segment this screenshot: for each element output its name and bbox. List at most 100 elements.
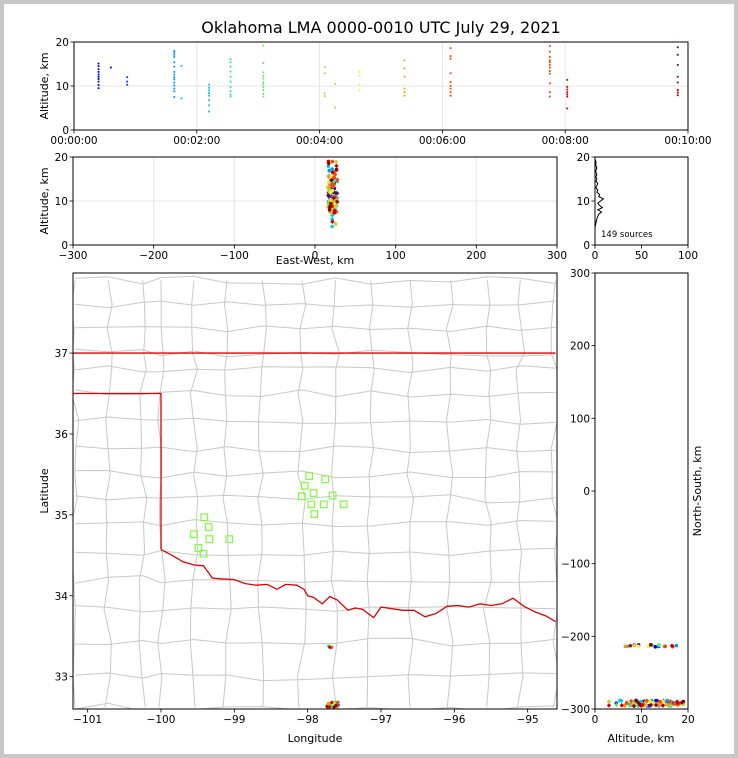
county-line (75, 637, 556, 647)
north-south-point (674, 643, 679, 648)
altitude-time-point (323, 66, 326, 68)
lma-station-marker (339, 500, 348, 509)
east-west-point (333, 159, 339, 164)
east-west-point (335, 177, 340, 182)
altitude-time-point (334, 106, 336, 109)
north-south-point (632, 643, 637, 648)
altitude-time-point (208, 89, 210, 92)
altitude-time-point (173, 61, 176, 64)
county-line (75, 575, 556, 584)
east-west-point (332, 208, 337, 213)
longitude-xlabel: Longitude (288, 732, 343, 745)
altitude-ew-axis-tick-label: 10 (55, 196, 68, 208)
north-south-point (665, 702, 671, 708)
east-west-point (330, 182, 334, 186)
state-border (73, 352, 556, 623)
altitude-time-point (208, 99, 210, 101)
altitude-time-point (449, 72, 452, 75)
altitude-time-point (229, 61, 232, 64)
east-west-axis-tick-label: 0 (312, 250, 319, 262)
altitude-ew-axis-tick-label: 0 (61, 240, 68, 252)
altitude-time-point (323, 92, 326, 95)
figure-title: Oklahoma LMA 0000-0010 UTC July 29, 2021 (201, 18, 560, 37)
north-south-point (614, 702, 619, 708)
time-axis-tick-label: 00:10:00 (664, 135, 711, 147)
lma-station-marker (300, 481, 309, 490)
north-south-point (619, 703, 624, 708)
altitude-time-point (676, 46, 679, 49)
county-line (75, 519, 556, 528)
altitude-time-point (566, 91, 569, 94)
altitude-time-point (449, 47, 452, 50)
altitude-time-point (97, 87, 100, 90)
north-south-point (623, 703, 627, 708)
altitude-time-point (262, 44, 265, 47)
north-south-point (606, 703, 612, 708)
altitude-time-point (548, 91, 551, 94)
plan-view-map-panel: −101 −100 −99 −98 −97 −96 −95 33 34 35 36 37 Longit… (38, 272, 558, 745)
source-point (325, 705, 329, 709)
source-count-label: 149 sources (601, 230, 653, 240)
east-west-point (330, 166, 335, 172)
altitude-time-point (229, 95, 232, 98)
altitude-time-point (548, 50, 551, 53)
altitude-time-point (262, 89, 265, 91)
east-west-point (326, 193, 331, 198)
county-line (515, 280, 526, 708)
county-lines (73, 275, 557, 709)
altitude-time-point (173, 71, 176, 73)
north-south-point (607, 699, 611, 704)
altitude-time-point (403, 94, 406, 97)
altitude-time-point (566, 93, 569, 96)
figure-canvas: Oklahoma LMA 0000-0010 UTC July 29, 2021… (4, 4, 734, 754)
lma-station-marker (199, 549, 208, 558)
altitude-time-point (676, 94, 679, 97)
altitude-time-point (449, 87, 452, 90)
east-west-point (333, 222, 338, 226)
county-line (366, 280, 375, 708)
altitude-time-point (548, 82, 551, 85)
altitude-histogram-line (594, 157, 605, 228)
altitude-time-point (97, 78, 100, 80)
lma-station-marker (305, 472, 314, 480)
north-south-point (631, 703, 637, 709)
altitude-time-point (548, 45, 551, 47)
altitude-time-point (208, 83, 210, 86)
latitude-ylabel: Latitude (38, 468, 51, 514)
altitude-time-point (126, 83, 129, 86)
state-border-red-river (160, 549, 556, 623)
county-line (138, 280, 148, 708)
north-south-point (640, 703, 645, 707)
east-west-point (327, 204, 333, 209)
altitude-time-point (97, 73, 100, 76)
north-south-point (668, 699, 673, 704)
altitude-time-point (173, 53, 176, 56)
north-south-axis-tick-label: −100 (561, 559, 590, 571)
longitude-tick-label: −95 (517, 714, 539, 726)
altitude-time-point (180, 64, 183, 67)
altitude-time-point (208, 104, 210, 107)
county-line (483, 280, 492, 708)
altitude-time-point (566, 107, 569, 110)
altitude-time-point (126, 76, 129, 79)
east-west-point (335, 200, 339, 204)
time-axis-tick-label: 00:04:00 (296, 135, 343, 147)
county-line (75, 469, 556, 479)
altitude-time-point (323, 72, 326, 75)
source-point (330, 700, 334, 704)
altitude-time-point (173, 56, 176, 58)
histogram-altitude-axis-tick-label: 0 (583, 240, 590, 252)
altitude-time-point (173, 65, 176, 68)
source-point (327, 705, 331, 709)
altitude-time-point (323, 95, 326, 98)
east-west-point (326, 180, 331, 184)
east-west-axis-tick-label: −200 (139, 250, 168, 262)
altitude-time-point (208, 92, 210, 94)
north-south-point (663, 699, 669, 704)
north-south-point (648, 702, 654, 708)
latitude-tick-label: 35 (55, 510, 68, 522)
county-line (75, 672, 556, 682)
altitude-ew-axis-tick-label: 20 (55, 152, 68, 164)
east-west-point (326, 184, 332, 190)
east-west-point (328, 190, 333, 195)
